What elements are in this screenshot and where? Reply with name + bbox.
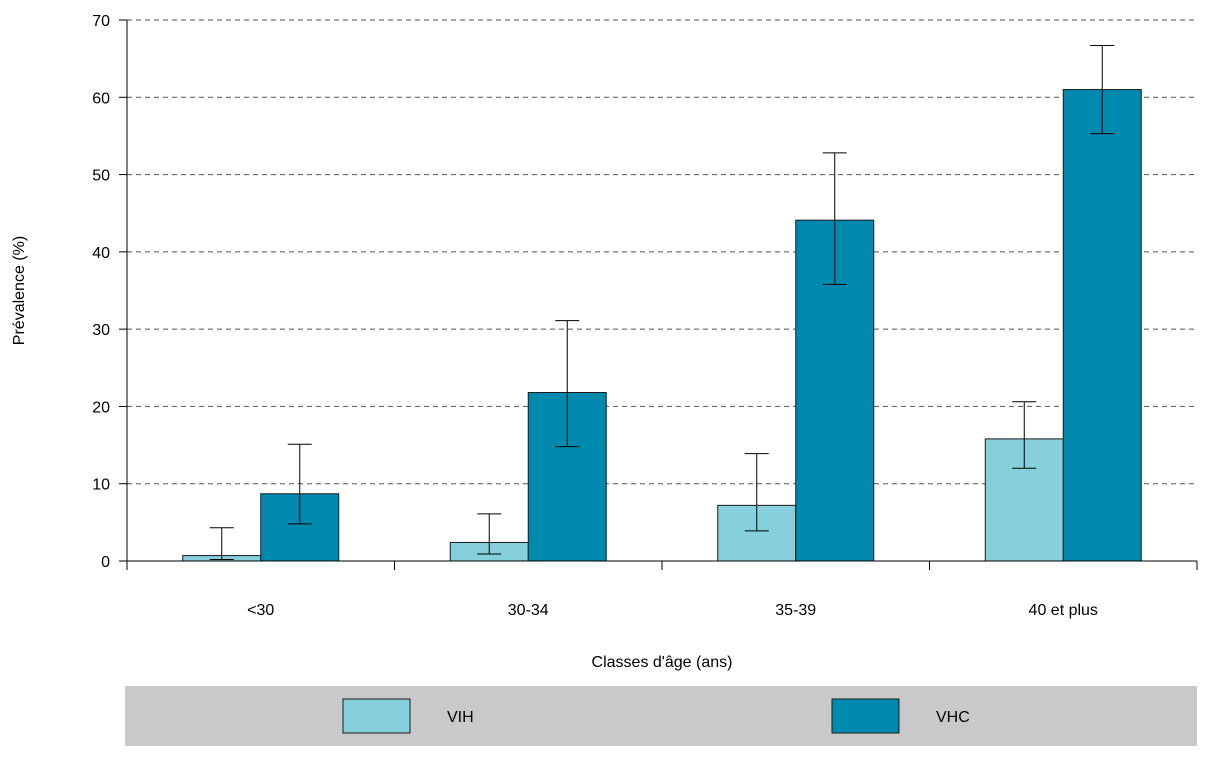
bars <box>182 89 1142 562</box>
y-tick-label: 10 <box>92 477 110 494</box>
error-bar-vih <box>1012 401 1037 469</box>
y-tick-label: 0 <box>101 554 110 571</box>
legend-background <box>125 686 1197 746</box>
error-bar-vih <box>477 513 502 555</box>
legend-label-vhc: VHC <box>936 709 970 726</box>
legend: VIH VHC <box>125 686 1197 746</box>
legend-label-vih: VIH <box>447 709 474 726</box>
x-tick-label: 30-34 <box>508 602 549 619</box>
x-tick-label: 35-39 <box>775 602 816 619</box>
error-bar-vih <box>209 527 234 560</box>
error-bar-vih <box>744 453 769 532</box>
x-axis-title: Classes d'âge (ans) <box>592 654 733 671</box>
x-tick-label: <30 <box>247 602 274 619</box>
error-bar-vhc <box>1090 45 1115 135</box>
y-tick-label: 30 <box>92 322 110 339</box>
x-tick-label: 40 et plus <box>1029 602 1098 619</box>
y-tick-label: 40 <box>92 245 110 262</box>
y-tick-label: 60 <box>92 90 110 107</box>
y-axis-title: Prévalence (%) <box>11 236 28 345</box>
legend-swatch-vih <box>342 698 411 734</box>
error-bars <box>209 45 1115 560</box>
bar-vhc <box>1062 89 1142 562</box>
error-bar-vhc <box>822 152 847 285</box>
tick-labels: 0 10 20 30 40 50 60 70 <30 30-34 35-39 40 et plus <box>92 13 1198 619</box>
error-bar-vhc <box>555 320 580 448</box>
legend-swatch-vhc <box>831 698 900 734</box>
y-tick-label: 20 <box>92 399 110 416</box>
y-tick-label: 50 <box>92 168 110 185</box>
y-tick-label: 70 <box>92 13 110 30</box>
error-bar-vhc <box>287 443 312 525</box>
grid-lines <box>127 19 1197 485</box>
